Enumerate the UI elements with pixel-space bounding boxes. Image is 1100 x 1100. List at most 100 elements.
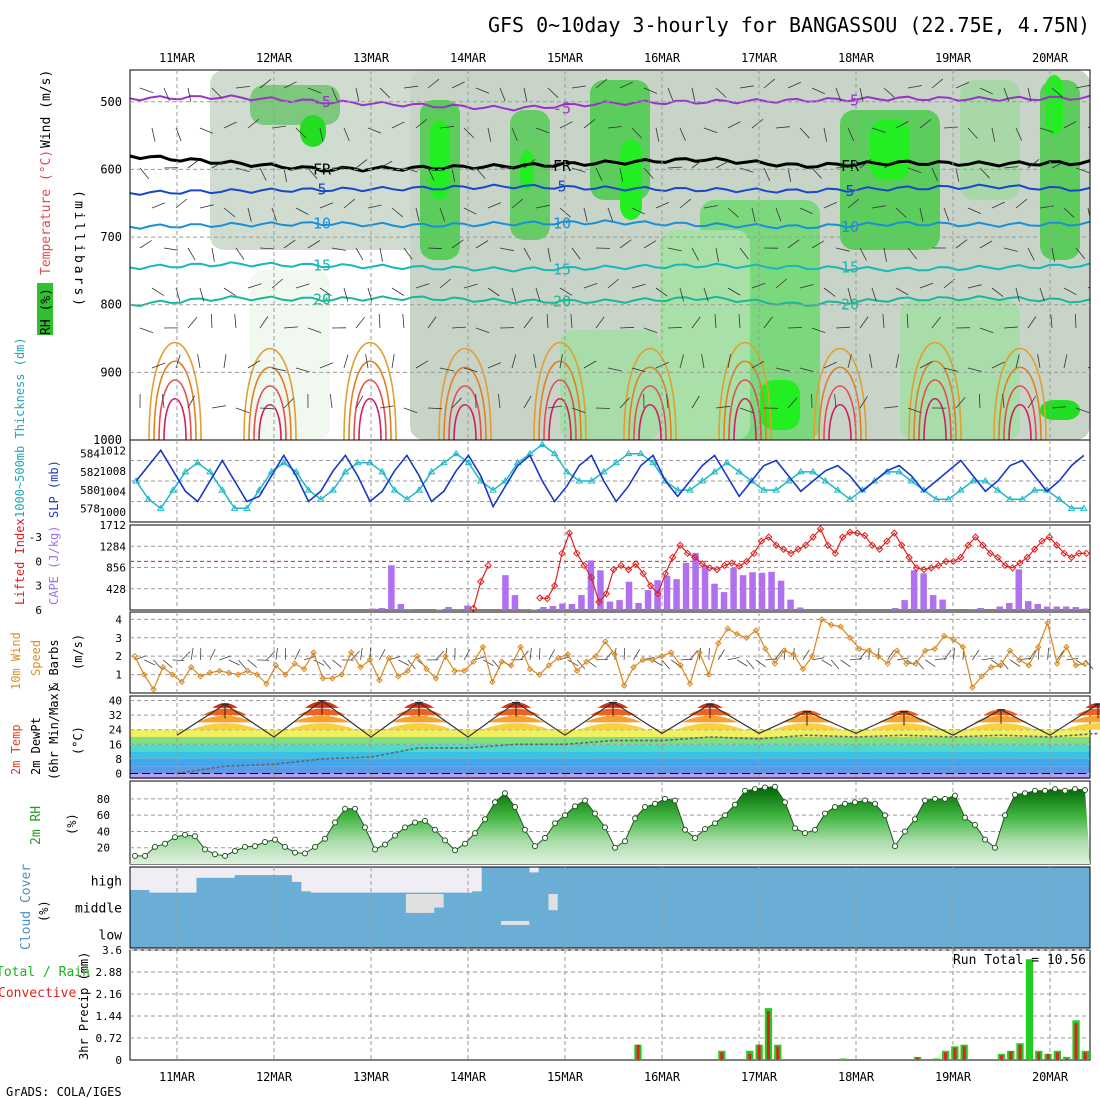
wind-speed-point [931,645,938,653]
rh-point [182,831,188,838]
wind-barb [919,119,932,129]
wind-barb [691,316,701,329]
cape-bar [901,600,908,610]
wind-barb [919,207,924,222]
wind-speed-point [696,649,703,656]
wind-barb [991,361,1005,369]
li-tick: -3 [29,531,42,544]
wind-speed-point [489,678,496,686]
wind-barb [631,283,646,289]
cloud-bar-mid [130,894,140,921]
wind-barb [319,287,332,297]
footer-credit: GrADS: COLA/IGES [6,1085,122,1099]
wind-barb [307,327,322,334]
wind-barb [570,313,573,329]
wind-barb [607,278,619,289]
wind-barb [360,647,363,660]
rh-point [272,836,278,843]
precip-convective-bar [1018,1044,1022,1060]
rh-region [250,270,330,440]
wind-barb [294,648,301,661]
cape-bar [1015,569,1022,610]
cape-bar [568,604,576,610]
rh-point [242,843,248,850]
cloud-bar-high [975,867,986,894]
wind-barb [717,649,725,661]
cape-bar [996,606,1003,610]
wind-barb [619,239,632,249]
cloud-bar-low [234,921,245,948]
wind-barb [523,316,533,329]
wind-barb [451,167,455,182]
date-label-top: 11MAR [159,51,196,65]
label-temperature: Temperature (°C) [39,150,54,275]
wind-speed-point [272,662,280,669]
wind-barb [139,327,154,334]
wind-barb [763,167,771,181]
wind-barb [691,87,696,102]
date-label-top: 12MAR [256,51,293,65]
cloud-bar-low [747,921,758,948]
surface-temp-contour [638,404,662,440]
cloud-bar-low [206,921,216,948]
thickness-point [821,477,830,484]
isotherm-label: 5 [557,177,566,195]
thickness-point [292,467,301,475]
wind-barb [283,239,296,249]
wind-barb [1075,84,1090,89]
wind-barb [619,326,635,329]
cloud-bar-low [700,921,711,948]
rh-region [300,115,326,147]
cloud-bar-low [1004,921,1015,948]
slp-tick: 1012 [100,444,127,457]
temp-max-fill [1064,723,1100,730]
wind-barb [667,247,682,252]
wind-speed-point [686,680,694,688]
cloud-bar-mid [1052,894,1062,921]
wind-barb [619,81,633,89]
rh-region [620,140,642,220]
thickness-point [255,486,264,493]
surface-temp-contour [908,341,962,440]
surface-temp-contour [438,347,492,440]
cloud-bar-mid [966,894,977,921]
rh-point [1002,812,1008,819]
top-date-axis: 11MAR 12MAR 13MAR 14MAR 15MAR 16MAR 17MAR 18MAR… [159,51,1069,65]
thickness-point [1055,495,1064,502]
cape-bar [369,608,376,610]
dewpoint-line [176,732,1099,775]
thickness-point [759,486,768,493]
cape-bar [730,567,737,610]
thickness-point [366,458,374,466]
temperature-tick: 24 [109,724,123,737]
rh-point [432,826,438,833]
wind-barb [547,160,561,169]
wind-barb [979,167,990,179]
wind-barb [751,207,756,222]
wind-barb [1015,354,1020,369]
li-tick: 0 [35,555,42,568]
cloud-bar-low [975,921,986,948]
date-label-top: 13MAR [353,51,390,65]
cloud-bar-low [386,921,397,948]
wind-barb [367,287,373,302]
wind-barb [307,167,318,179]
wind-barb [391,354,395,369]
cloud-bar-high [548,867,558,894]
cloud-bar-low [139,921,150,948]
wind-barb [435,650,445,661]
wind-barb [331,87,338,102]
li-point [927,564,935,572]
isotherm-label: 15 [313,256,331,274]
cloud-bar-low [291,921,302,948]
wind-barb [234,314,237,329]
li-point [573,549,581,558]
cloud-bar-mid [386,894,397,921]
cloud-bar-high [614,867,625,894]
cape-bar [711,583,718,610]
cape-bar [1063,606,1070,610]
rh-point [332,819,338,826]
wind-barb [751,282,766,289]
rh-point [592,810,598,817]
